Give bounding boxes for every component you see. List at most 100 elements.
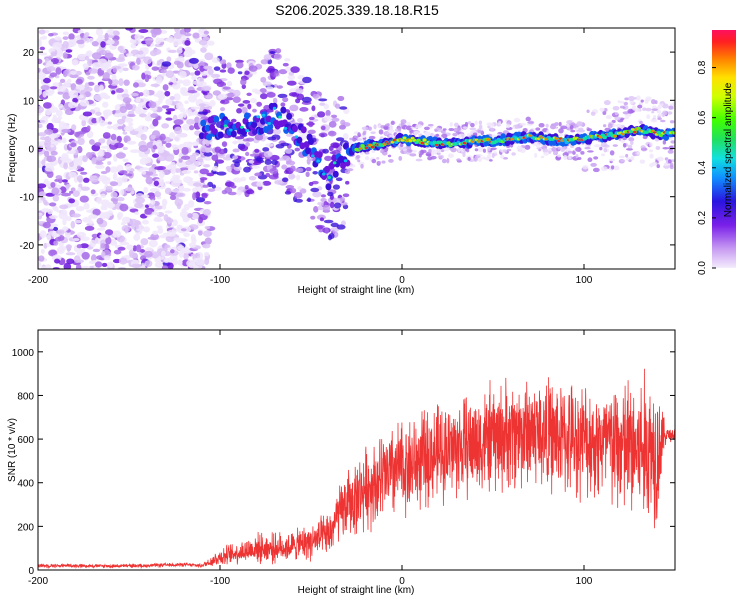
heatmap-cell — [63, 162, 69, 170]
heatmap-cell — [294, 168, 301, 173]
heatmap-cell — [232, 155, 239, 160]
heatmap-cell — [112, 67, 117, 73]
heatmap-cell — [667, 149, 674, 154]
heatmap-cell — [57, 91, 64, 95]
heatmap-cell — [62, 70, 68, 78]
heatmap-cell — [297, 186, 302, 191]
heatmap-cell — [49, 86, 58, 90]
heatmap-cell — [462, 126, 468, 129]
heatmap-cell — [300, 126, 307, 134]
heatmap-cell — [513, 117, 521, 123]
heatmap-cell — [534, 152, 538, 158]
heatmap-cell — [65, 49, 73, 53]
heatmap-cell — [167, 262, 174, 269]
heatmap-cell — [150, 211, 158, 215]
heatmap-cell — [102, 132, 111, 139]
heatmap-cell — [231, 140, 239, 144]
heatmap-cell — [156, 60, 161, 66]
heatmap-cell — [42, 91, 47, 98]
heatmap-cell — [470, 122, 475, 128]
heatmap-cell — [62, 179, 68, 183]
heatmap-cell — [220, 124, 225, 130]
heatmap-cell — [145, 176, 154, 185]
heatmap-cell — [57, 229, 65, 236]
heatmap-cell — [166, 229, 177, 237]
heatmap-cell — [273, 128, 282, 135]
x-tick-label: 100 — [576, 576, 593, 587]
heatmap-cell — [52, 226, 59, 232]
heatmap-cell — [70, 220, 76, 229]
heatmap-cell — [612, 105, 620, 111]
heatmap-cell — [128, 249, 135, 257]
heatmap-cell — [182, 79, 191, 87]
heatmap-cell — [226, 62, 232, 69]
heatmap-cell — [119, 203, 129, 212]
heatmap-cell — [254, 134, 264, 141]
heatmap-cell — [477, 156, 483, 163]
heatmap-cell — [197, 81, 207, 88]
heatmap-cell — [657, 113, 663, 117]
heatmap-cell — [198, 33, 208, 38]
heatmap-cell — [306, 158, 311, 165]
heatmap-cell — [308, 181, 314, 187]
heatmap-cell — [124, 187, 135, 192]
heatmap-cell — [43, 77, 51, 84]
heatmap-cell — [205, 141, 210, 146]
snr-frame — [37, 329, 676, 571]
heatmap-cell — [620, 133, 625, 136]
heatmap-cell — [106, 125, 114, 130]
heatmap-cell — [204, 237, 212, 245]
heatmap-cell — [244, 70, 250, 76]
heatmap-cell — [281, 155, 291, 161]
heatmap-cell — [498, 120, 502, 126]
heatmap-cell — [269, 154, 280, 161]
heatmap-cell — [411, 149, 417, 153]
heatmap-cell — [80, 236, 90, 241]
heatmap-cell — [115, 109, 121, 114]
heatmap-cell — [207, 188, 216, 192]
heatmap-cell — [322, 204, 331, 212]
heatmap-cell — [383, 124, 389, 131]
heatmap-cell — [232, 159, 242, 164]
heatmap-cell — [568, 155, 572, 160]
heatmap-cell — [336, 224, 346, 230]
heatmap-cell — [668, 105, 674, 110]
colorbar-gradient — [712, 30, 736, 268]
heatmap-cell — [657, 104, 662, 110]
heatmap-cell — [628, 95, 635, 102]
heatmap-cell — [38, 39, 42, 47]
heatmap-cell — [602, 135, 607, 140]
heatmap-cell — [233, 165, 242, 172]
heatmap-cell — [361, 126, 369, 131]
heatmap-cell — [165, 142, 172, 148]
heatmap-cell — [174, 126, 183, 135]
y-tick-label: 1000 — [12, 348, 35, 359]
heatmap-cell — [116, 118, 125, 125]
heatmap-cell — [94, 84, 101, 93]
heatmap-cell — [135, 196, 145, 204]
heatmap-cell — [165, 217, 174, 224]
heatmap-cell — [76, 39, 85, 45]
heatmap-cell — [612, 134, 617, 138]
heatmap-cell — [160, 250, 166, 257]
heatmap-cell — [192, 32, 200, 39]
heatmap-cell — [332, 184, 340, 190]
heatmap-cell — [134, 33, 141, 41]
heatmap-cell — [166, 56, 172, 63]
heatmap-cell — [259, 88, 267, 94]
heatmap-cell — [203, 164, 211, 168]
heatmap-cell — [296, 136, 303, 144]
heatmap-cell — [74, 219, 82, 224]
heatmap-cell — [486, 154, 492, 159]
heatmap-cell — [241, 107, 248, 114]
heatmap-cell — [370, 145, 375, 149]
heatmap-cell — [459, 148, 466, 152]
heatmap-cell — [62, 36, 69, 40]
heatmap-cell — [335, 177, 343, 182]
heatmap-cell — [52, 42, 62, 50]
heatmap-cell — [195, 258, 205, 266]
heatmap-cell — [38, 52, 48, 56]
heatmap-cell — [330, 114, 338, 119]
heatmap-cell — [388, 158, 394, 163]
heatmap-cell — [478, 120, 483, 125]
